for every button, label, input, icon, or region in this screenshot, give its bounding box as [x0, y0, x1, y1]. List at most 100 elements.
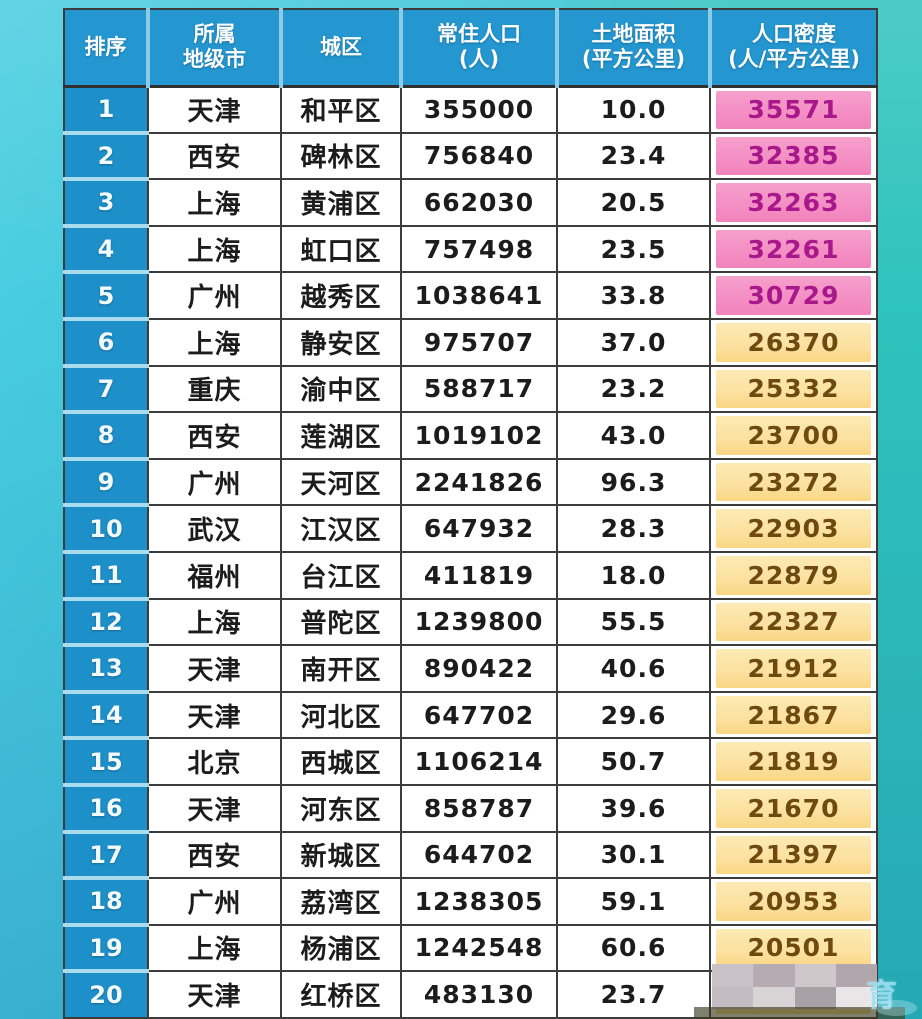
population-cell: 411819 — [400, 550, 558, 600]
city-cell: 广州 — [147, 877, 282, 926]
watermark-text: 育 — [866, 978, 897, 1014]
density-cell: 20501 — [709, 923, 878, 973]
density-value-chip: 30729 — [716, 276, 871, 315]
density-value-chip: 26370 — [716, 322, 871, 362]
table-row: 18 广州 荔湾区 1238305 59.1 20953 — [63, 876, 878, 926]
city-cell: 西安 — [147, 830, 282, 880]
rank-cell: 1 — [63, 84, 149, 134]
density-cell: 21867 — [709, 690, 878, 740]
rank-cell: 8 — [63, 410, 149, 460]
area-cell: 59.1 — [556, 877, 711, 926]
population-cell: 757498 — [400, 224, 558, 274]
density-cell: 22327 — [709, 597, 878, 647]
area-cell: 33.8 — [556, 271, 711, 320]
table-row: 6 上海 静安区 975707 37.0 26370 — [63, 316, 878, 367]
population-cell: 1238305 — [400, 877, 558, 926]
district-cell: 虹口区 — [280, 224, 402, 274]
mosaic-block — [753, 986, 795, 1009]
density-value-chip: 21397 — [716, 835, 871, 875]
density-cell: 23272 — [709, 457, 878, 507]
header-row: 排序 所属 地级市 城区 常住人口 (人) 土地面积 (平方公里) 人口密度 (… — [63, 8, 878, 88]
table-row: 2 西安 碑林区 756840 23.4 32385 — [63, 130, 878, 181]
city-cell: 武汉 — [147, 504, 282, 553]
city-cell: 上海 — [147, 224, 282, 274]
city-cell: 西安 — [147, 411, 282, 460]
area-cell: 28.3 — [556, 504, 711, 553]
rank-cell: 13 — [63, 643, 149, 693]
col-header-area: 土地面积 (平方公里) — [555, 8, 711, 88]
density-cell: 22903 — [709, 504, 878, 553]
area-cell: 29.6 — [556, 690, 711, 740]
density-cell: 25332 — [709, 364, 878, 414]
city-cell: 福州 — [147, 550, 282, 600]
population-cell: 647702 — [400, 690, 558, 740]
table-row: 19 上海 杨浦区 1242548 60.6 20501 — [63, 922, 878, 973]
density-cell: 20953 — [709, 877, 878, 926]
population-cell: 483130 — [400, 970, 558, 1019]
area-cell: 23.2 — [556, 364, 711, 414]
mosaic-block — [712, 986, 754, 1009]
table-row: 7 重庆 渝中区 588717 23.2 25332 — [63, 363, 878, 414]
rank-cell: 6 — [63, 316, 149, 367]
district-cell: 台江区 — [280, 550, 402, 600]
area-cell: 60.6 — [556, 923, 711, 973]
population-cell: 647932 — [400, 504, 558, 553]
rank-cell: 3 — [63, 177, 149, 227]
district-cell: 碑林区 — [280, 131, 402, 181]
city-cell: 天津 — [147, 85, 282, 134]
mosaic-censor-block — [712, 964, 877, 1009]
district-cell: 静安区 — [280, 317, 402, 367]
mosaic-block — [753, 964, 795, 987]
population-cell: 1242548 — [400, 923, 558, 973]
district-cell: 和平区 — [280, 85, 402, 134]
density-value-chip: 21819 — [716, 742, 871, 781]
population-cell: 2241826 — [400, 457, 558, 507]
city-cell: 广州 — [147, 457, 282, 507]
city-cell: 天津 — [147, 644, 282, 693]
col-header-rank: 排序 — [63, 8, 149, 88]
table-row: 17 西安 新城区 644702 30.1 21397 — [63, 829, 878, 880]
rank-cell: 9 — [63, 456, 149, 507]
rank-cell: 4 — [63, 223, 149, 274]
mosaic-block — [712, 964, 754, 987]
table-row: 9 广州 天河区 2241826 96.3 23272 — [63, 456, 878, 507]
rank-cell: 18 — [63, 876, 149, 926]
density-cell: 23700 — [709, 411, 878, 460]
population-cell: 1106214 — [400, 737, 558, 786]
city-cell: 天津 — [147, 690, 282, 740]
watermark-badge — [875, 1000, 917, 1016]
area-cell: 23.7 — [556, 970, 711, 1019]
density-cell: 21670 — [709, 783, 878, 833]
rank-cell: 14 — [63, 689, 149, 740]
district-cell: 莲湖区 — [280, 411, 402, 460]
density-value-chip: 32385 — [716, 136, 871, 176]
area-cell: 39.6 — [556, 783, 711, 833]
mosaic-block — [835, 964, 877, 987]
rank-cell: 17 — [63, 829, 149, 880]
density-value-chip: 22903 — [716, 509, 871, 548]
density-cell: 21912 — [709, 644, 878, 693]
area-cell: 23.4 — [556, 131, 711, 181]
city-cell: 天津 — [147, 783, 282, 833]
table-row: 12 上海 普陀区 1239800 55.5 22327 — [63, 596, 878, 647]
table-row: 10 武汉 江汉区 647932 28.3 22903 — [63, 503, 878, 553]
population-cell: 1038641 — [400, 271, 558, 320]
table-row: 16 天津 河东区 858787 39.6 21670 — [63, 782, 878, 833]
mosaic-block — [794, 964, 836, 987]
density-cell: 22879 — [709, 550, 878, 600]
density-value-chip: 32263 — [716, 183, 871, 222]
district-cell: 天河区 — [280, 457, 402, 507]
mosaic-block — [794, 986, 836, 1009]
district-cell: 渝中区 — [280, 364, 402, 414]
area-cell: 50.7 — [556, 737, 711, 786]
density-cell: 30729 — [709, 271, 878, 320]
area-cell: 55.5 — [556, 597, 711, 647]
district-cell: 普陀区 — [280, 597, 402, 647]
area-cell: 30.1 — [556, 830, 711, 880]
col-header-population: 常住人口 (人) — [399, 8, 558, 88]
density-value-chip: 21670 — [716, 788, 871, 828]
table-row: 14 天津 河北区 647702 29.6 21867 — [63, 689, 878, 740]
district-cell: 越秀区 — [280, 271, 402, 320]
district-cell: 河东区 — [280, 783, 402, 833]
population-cell: 588717 — [400, 364, 558, 414]
